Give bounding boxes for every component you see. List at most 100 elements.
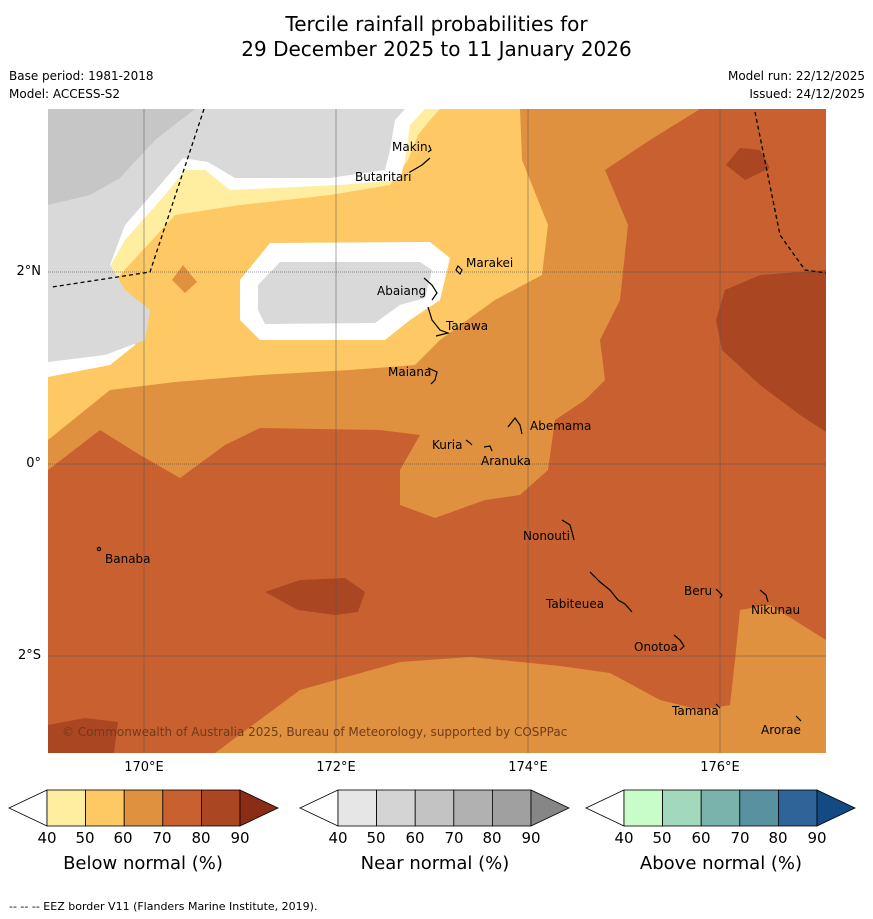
eez-border-west (51, 108, 205, 288)
cb-above-label: 90 (807, 829, 827, 847)
colorbar-near-swatch (491, 789, 532, 827)
island-nikunau (759, 589, 769, 603)
colorbar-above-max-arrow (816, 789, 856, 827)
fill-below-80-center (265, 578, 365, 615)
islands (96, 144, 802, 722)
cb-near-label: 70 (444, 829, 464, 847)
fill-below-60-south (215, 605, 826, 753)
cb-above-label: 60 (691, 829, 711, 847)
lon-tick-172: 172°E (316, 760, 356, 775)
island-aranuka (483, 445, 493, 452)
lon-tick-176: 176°E (700, 760, 740, 775)
cb-below-title: Below normal (%) (63, 853, 223, 874)
colorbar-above-swatch (662, 789, 702, 827)
colorbar-near-swatch (414, 789, 455, 827)
cb-below-label: 70 (152, 829, 172, 847)
colorbars (8, 789, 856, 827)
island-nonouti (561, 519, 575, 541)
island-beru (715, 588, 723, 599)
fill-near-island (258, 262, 432, 324)
meta-left: Base period: 1981-2018 Model: ACCESS-S2 (9, 67, 154, 103)
cb-near-label: 80 (482, 829, 502, 847)
cb-below-label: 80 (191, 829, 211, 847)
cb-above-label: 40 (614, 829, 634, 847)
island-abemama (507, 416, 523, 435)
title-line-2: 29 December 2025 to 11 January 2026 (241, 37, 632, 61)
cb-near-title: Near normal (%) (360, 853, 510, 874)
meta-right: Model run: 22/12/2025 Issued: 24/12/2025 (728, 67, 865, 103)
base-period: Base period: 1981-2018 (9, 69, 154, 83)
island-tarawa (427, 306, 451, 337)
island-onotoa (673, 634, 685, 651)
colorbar-below-max-arrow (239, 789, 279, 827)
label-onotoa: Onotoa (634, 640, 678, 654)
lon-tick-170: 170°E (124, 760, 164, 775)
colorbar-above-min-arrow (585, 789, 625, 827)
colorbar-above-swatch (623, 789, 663, 827)
island-arorae (795, 715, 802, 722)
cb-above-label: 70 (730, 829, 750, 847)
island-kuria (465, 439, 473, 446)
colorbar-below-swatch (46, 789, 86, 827)
label-kuria: Kuria (432, 438, 463, 452)
lat-tick-2s: 2°S (17, 648, 41, 663)
cb-near-label: 90 (521, 829, 541, 847)
island-butaritari (409, 157, 431, 173)
title-line-1: Tercile rainfall probabilities for (285, 12, 588, 36)
cb-below-label: 60 (113, 829, 133, 847)
issued-date: Issued: 24/12/2025 (749, 87, 865, 101)
label-arorae: Arorae (761, 723, 801, 737)
lat-tick-0: 0° (26, 456, 41, 471)
island-tamana (715, 703, 721, 709)
eez-border-east (754, 111, 827, 274)
cb-above-label: 50 (652, 829, 672, 847)
graticule (48, 109, 826, 753)
cb-below-label: 40 (37, 829, 57, 847)
cb-above-label: 80 (768, 829, 788, 847)
colorbar-near-min-arrow (299, 789, 339, 827)
island-banaba (96, 546, 102, 552)
copyright-notice: © Commonwealth of Australia 2025, Bureau… (62, 725, 567, 739)
fill-near-50 (48, 109, 195, 205)
colorbar-below-swatch (162, 789, 202, 827)
fill-below-80-east (716, 270, 826, 432)
label-nonouti: Nonouti (523, 529, 570, 543)
colorbar-near-swatch (337, 789, 377, 827)
colorbar-near-swatch (453, 789, 493, 827)
island-tabiteuea (589, 571, 633, 613)
map-area (48, 109, 826, 753)
label-butaritari: Butaritari (355, 170, 412, 184)
label-marakei: Marakei (466, 256, 513, 270)
fill-below-80-ne (726, 148, 770, 180)
cb-near-label: 40 (328, 829, 348, 847)
colorbar-below-swatch (123, 789, 164, 827)
label-makin: Makin (392, 140, 428, 154)
model-run: Model run: 22/12/2025 (727, 69, 865, 83)
colorbar-above-swatch (739, 789, 779, 827)
island-marakei (455, 264, 463, 276)
eez-border (51, 108, 827, 288)
label-abaiang: Abaiang (377, 284, 426, 298)
label-nikunau: Nikunau (751, 603, 800, 617)
label-banaba: Banaba (105, 552, 151, 566)
cb-above-title: Above normal (%) (639, 853, 803, 874)
chart-title: Tercile rainfall probabilities for 29 De… (0, 12, 873, 62)
colorbar-above-swatch (700, 789, 741, 827)
colorbar-above (585, 789, 856, 827)
label-aranuka: Aranuka (481, 454, 531, 468)
colorbar-below (8, 789, 279, 827)
colorbar-near (299, 789, 570, 827)
colorbar-below-min-arrow (8, 789, 48, 827)
eez-legend-footer: -- -- -- EEZ border V11 (Flanders Marine… (9, 900, 318, 913)
label-maiana: Maiana (388, 365, 431, 379)
model-name: Model: ACCESS-S2 (9, 87, 121, 101)
colorbar-below-swatch (85, 789, 125, 827)
label-tarawa: Tarawa (445, 319, 488, 333)
island-maiana (427, 367, 438, 385)
label-beru: Beru (684, 584, 712, 598)
colorbar-below-swatch (200, 789, 241, 827)
label-tabiteuea: Tabiteuea (545, 597, 604, 611)
colorbar-near-swatch (376, 789, 416, 827)
island-makin (427, 144, 432, 153)
